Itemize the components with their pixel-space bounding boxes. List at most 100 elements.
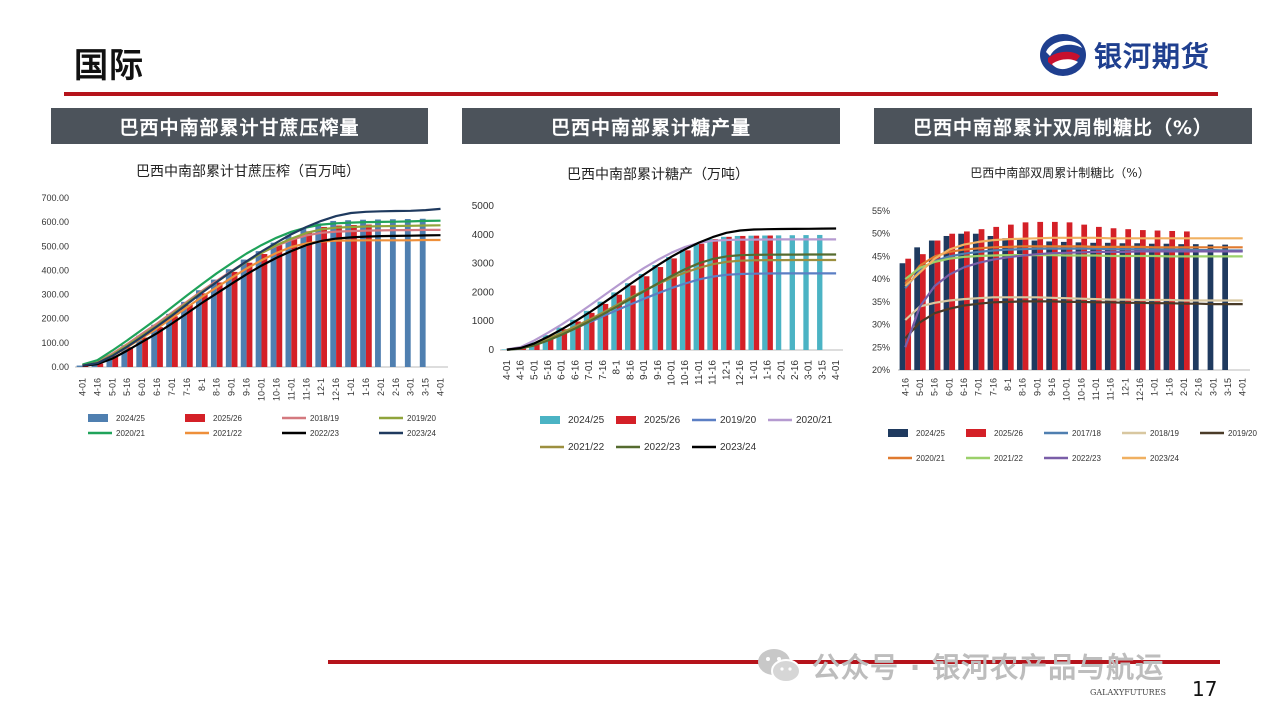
legend-label: 2020/21 [916,454,945,463]
x-tick-label: 4-01 [1238,378,1248,396]
x-tick-label: 7-01 [974,378,984,396]
legend-label: 2025/26 [994,429,1023,438]
x-tick-label: 4-16 [900,378,910,396]
x-tick-label: 3-15 [1223,378,1233,396]
x-tick-label: 7-16 [988,378,998,396]
bar-2024/25 [76,365,83,367]
legend-swatch [966,429,986,437]
x-tick-label: 6-16 [152,378,162,396]
bar-2024/25 [1207,244,1214,370]
legend-label: 2017/18 [1072,429,1101,438]
x-tick-label: 9-01 [639,360,650,380]
x-tick-label: 5-16 [543,360,554,380]
bar-2024/25 [611,292,617,350]
bar-2024/25 [748,235,754,350]
bar-2025/26 [685,250,691,350]
bar-2024/25 [583,310,590,350]
x-tick-label: 9-16 [242,378,252,396]
chart-title: 巴西中南部双周累计制糖比（%） [970,165,1149,180]
x-tick-label: 6-01 [557,360,568,380]
legend-swatch [88,414,108,422]
bar-2024/25 [1222,244,1228,370]
bar-2024/25 [775,235,782,350]
x-tick-label: 11-16 [301,378,311,400]
x-tick-label: 5-01 [529,360,540,380]
legend-label: 2019/20 [1228,429,1257,438]
bar-2024/25 [196,290,202,367]
bar-2024/25 [1104,242,1111,370]
bar-2025/26 [726,236,732,350]
bar-2024/25 [1002,238,1008,370]
bar-2024/25 [1090,242,1096,370]
bar-2024/25 [1192,244,1199,370]
x-tick-label: 12-16 [735,360,746,386]
bar-2025/26 [1066,222,1073,370]
x-tick-label: 2-16 [790,360,801,380]
bar-2024/25 [419,218,426,367]
bar-2024/25 [638,273,645,350]
bar-2024/25 [240,259,247,367]
series-line-2017/18 [904,247,1243,289]
series-line-2019/20 [904,300,1243,339]
x-tick-label: 3-15 [421,378,431,396]
panel-header: 巴西中南部累计甘蔗压榨量 [51,108,428,144]
series-line-2022/23 [904,250,1243,348]
x-tick-label: 5-01 [915,378,925,396]
x-tick-label: 6-01 [944,378,954,396]
series-line-2022/23 [82,234,441,367]
y-tick-label: 2000 [472,287,495,298]
bar-2024/25 [345,220,352,367]
x-tick-label: 2-01 [376,378,386,396]
y-tick-label: 600.00 [41,217,69,227]
bar-2024/25 [624,283,631,350]
legend-label: 2023/24 [407,429,436,438]
bar-2024/25 [556,327,562,350]
y-tick-label: 0.00 [51,362,69,372]
x-tick-label: 10-16 [1076,378,1086,401]
bar-2024/25 [679,249,686,350]
panel-header: 巴西中南部累计糖产量 [462,108,840,144]
bar-2024/25 [803,235,809,350]
bar-2024/25 [375,219,381,367]
bar-2025/26 [561,329,568,350]
x-tick-label: 10-01 [667,360,678,386]
x-tick-label: 5-01 [107,378,117,396]
legend-label: 2024/25 [116,414,145,423]
x-tick-label: 8-16 [212,378,222,396]
series-line-2020/21 [904,245,1243,285]
bar-2025/26 [216,282,223,367]
legend-label: 2024/25 [568,415,605,426]
series-line-2020/21 [506,238,837,351]
legend-label: 2025/26 [213,414,242,423]
bar-2025/26 [1037,221,1044,370]
x-tick-label: 9-16 [1047,378,1057,396]
bar-2024/25 [136,335,143,367]
x-tick-label: 7-01 [584,360,595,380]
x-tick-label: 5-16 [930,378,940,396]
bar-2024/25 [330,220,337,367]
bar-2024/25 [1178,244,1184,370]
x-tick-label: 4-01 [502,360,513,380]
legend-label: 2019/20 [407,414,436,423]
bar-2024/25 [972,233,979,370]
bar-2025/26 [97,363,104,367]
x-tick-label: 3-15 [817,360,828,380]
bar-2025/26 [127,347,134,367]
chart-title: 巴西中南部累计甘蔗压榨（百万吨） [136,163,360,180]
y-tick-label: 40% [872,274,890,284]
y-tick-label: 25% [872,342,890,352]
legend-label: 2023/24 [1150,454,1179,463]
y-tick-label: 4000 [472,230,495,241]
x-tick-label: 6-16 [570,360,581,380]
legend-label: 2022/23 [310,429,339,438]
bar-2024/25 [928,240,935,370]
bar-2024/25 [501,349,507,350]
x-tick-label: 2-16 [1194,378,1204,396]
bar-2024/25 [315,223,322,367]
bar-2024/25 [899,263,906,370]
legend-label: 2018/19 [310,414,339,423]
chart-title: 巴西中南部累计糖产（万吨） [567,167,749,183]
legend-label: 2023/24 [720,442,757,453]
bar-2024/25 [597,301,603,350]
x-tick-label: 8-1 [612,360,623,375]
